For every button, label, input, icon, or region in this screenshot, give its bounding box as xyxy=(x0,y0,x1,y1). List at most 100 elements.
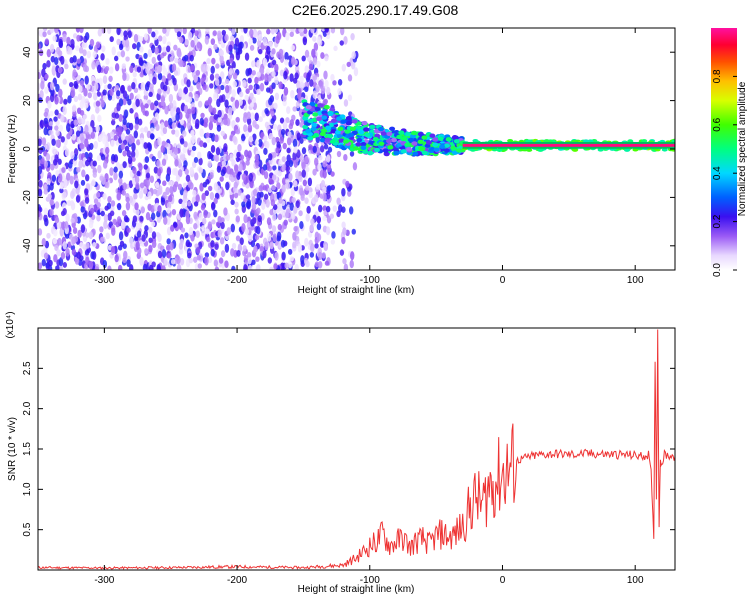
heatmap-noise-blob xyxy=(285,165,291,172)
heatmap-noise-blob xyxy=(324,55,329,62)
heatmap-noise-blob xyxy=(120,220,126,229)
heatmap-noise-blob xyxy=(114,254,119,263)
heatmap-noise-blob xyxy=(90,251,95,260)
heatmap-noise-blob xyxy=(201,192,206,201)
heatmap-signal-blob xyxy=(443,148,450,153)
heatmap-noise-blob xyxy=(166,207,171,214)
heatmap-noise-blob xyxy=(140,104,146,114)
heatmap-noise-blob xyxy=(300,255,305,265)
heatmap-noise-blob xyxy=(211,219,216,225)
heatmap-noise-blob xyxy=(217,30,222,38)
heatmap-noise-blob xyxy=(341,63,346,72)
heatmap-noise-blob xyxy=(38,49,44,57)
heatmap-noise-blob xyxy=(199,128,204,138)
heatmap-noise-blob xyxy=(314,242,319,249)
heatmap-noise-blob xyxy=(294,263,299,270)
heatmap-noise-blob xyxy=(193,256,198,263)
snr-x-tick-label: -300 xyxy=(94,575,114,586)
heatmap-noise-blob xyxy=(121,189,126,196)
heatmap-noise-blob xyxy=(216,98,221,108)
heatmap-noise-blob xyxy=(249,44,255,51)
heatmap-noise-blob xyxy=(107,195,112,203)
heatmap-noise-blob xyxy=(251,203,257,211)
heatmap-noise-blob xyxy=(271,174,277,181)
heatmap-noise-blob xyxy=(72,33,78,39)
heatmap-noise-blob xyxy=(76,34,81,42)
heatmap-noise-blob xyxy=(305,166,310,173)
heatmap-noise-blob xyxy=(163,216,168,225)
heatmap-signal-blob xyxy=(400,136,407,142)
heatmap-noise-blob xyxy=(325,205,331,213)
heatmap-signal-blob xyxy=(321,115,328,120)
heatmap-noise-blob xyxy=(54,154,59,163)
heatmap-noise-blob xyxy=(48,129,53,136)
heatmap-noise-blob xyxy=(282,122,288,130)
heatmap-noise-blob xyxy=(213,209,218,218)
heatmap-noise-blob xyxy=(293,225,298,232)
heatmap-noise-blob xyxy=(162,35,167,45)
heatmap-signal-blob xyxy=(425,140,432,145)
heatmap-noise-blob xyxy=(114,112,120,119)
heatmap-noise-blob xyxy=(228,44,233,52)
heatmap-noise-blob xyxy=(329,213,335,219)
colorbar-label: Normalized spectral amplitude xyxy=(737,81,748,216)
heatmap-signal-blob xyxy=(373,129,380,134)
heatmap-noise-blob xyxy=(116,38,121,46)
heatmap-noise-blob xyxy=(273,102,278,110)
heatmap-signal-blob xyxy=(451,150,458,155)
heatmap-noise-blob xyxy=(242,79,247,88)
heatmap-noise-blob xyxy=(49,208,54,217)
heatmap-noise-blob xyxy=(322,215,327,221)
snr-y-tick-label: 2.5 xyxy=(22,361,33,375)
heatmap-noise-blob xyxy=(315,84,320,93)
heatmap-noise-blob xyxy=(160,144,165,153)
heatmap-noise-blob xyxy=(322,160,327,168)
heatmap-noise-blob xyxy=(237,189,242,196)
heatmap-noise-blob xyxy=(257,34,263,42)
heatmap-noise-blob xyxy=(113,172,118,181)
heatmap-noise-blob xyxy=(271,48,276,55)
heatmap-noise-blob xyxy=(65,172,71,181)
heatmap-noise-blob xyxy=(54,201,60,209)
heatmap-noise-blob xyxy=(184,38,189,46)
heatmap-noise-blob xyxy=(202,181,208,188)
heatmap-noise-blob xyxy=(219,71,225,80)
heatmap-noise-blob xyxy=(145,66,150,75)
heatmap-noise-blob xyxy=(326,163,332,173)
heatmap-noise-blob xyxy=(286,154,291,162)
heatmap-noise-blob xyxy=(88,221,94,229)
heatmap-noise-blob xyxy=(272,233,277,242)
heatmap-noise-blob xyxy=(160,197,166,206)
heatmap-noise-blob xyxy=(117,130,122,138)
heatmap-noise-blob xyxy=(62,261,68,268)
heatmap-noise-blob xyxy=(327,185,332,192)
heatmap-noise-blob xyxy=(258,138,263,148)
heatmap-noise-blob xyxy=(148,264,154,270)
heatmap-noise-blob xyxy=(54,57,59,66)
heatmap-noise-blob xyxy=(181,201,186,210)
heatmap-signal-blob xyxy=(405,131,412,137)
heatmap-noise-blob xyxy=(207,185,213,192)
heatmap-noise-blob xyxy=(118,43,124,51)
heatmap-signal-blob xyxy=(302,102,309,107)
heatmap-noise-blob xyxy=(271,185,276,191)
heatmap-noise-blob xyxy=(149,175,155,183)
heatmap-noise-blob xyxy=(295,200,300,209)
heatmap-noise-blob xyxy=(277,213,283,221)
heatmap-noise-blob xyxy=(233,164,239,172)
heatmap-noise-blob xyxy=(92,171,97,178)
heatmap-noise-blob xyxy=(161,140,167,147)
heatmap-noise-blob xyxy=(72,109,77,118)
heatmap-noise-blob xyxy=(161,249,167,258)
heatmap-noise-blob xyxy=(289,256,294,262)
heatmap-signal-blob xyxy=(419,146,426,152)
heatmap-noise-blob xyxy=(209,83,214,89)
heatmap-noise-blob xyxy=(166,28,171,33)
heatmap-noise-blob xyxy=(316,233,322,242)
heatmap-signal-blob xyxy=(345,121,352,126)
heatmap-signal-blob xyxy=(319,138,326,143)
heatmap-noise-blob xyxy=(116,51,122,57)
heatmap-noise-blob xyxy=(147,48,153,58)
snr-y-tick-label: 1.0 xyxy=(22,482,33,496)
